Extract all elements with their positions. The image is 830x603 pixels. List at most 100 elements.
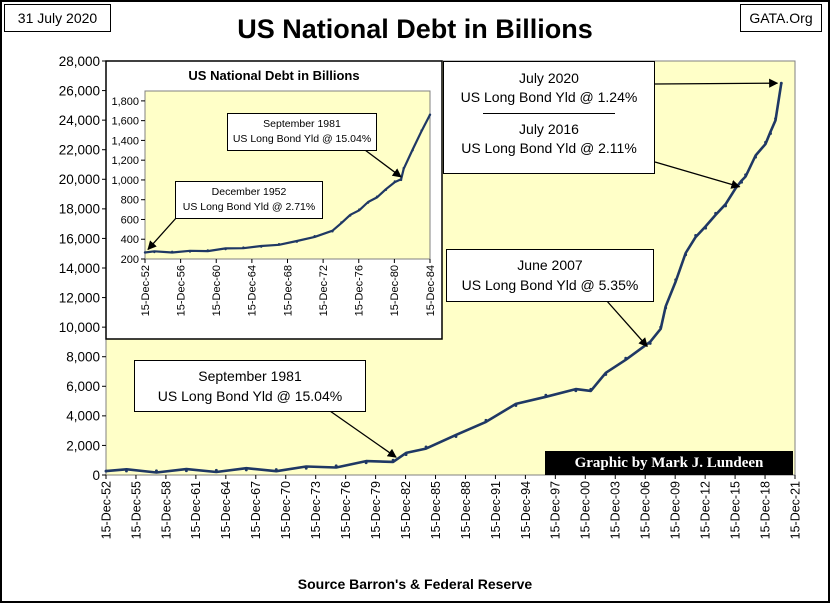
inset-x-ticks: 15-Dec-52 15-Dec-56 15-Dec-60 15-Dec-64 15-D…	[140, 259, 437, 316]
inset-y-tick-label: 1,600	[111, 116, 139, 128]
inset-y-tick-label: 1,400	[111, 135, 139, 147]
main-x-tick-label: 15-Dec-97	[549, 481, 563, 539]
main-x-tick-label: 15-Dec-70	[279, 481, 293, 539]
inset-x-tick-label: 15-Dec-84	[425, 265, 437, 316]
main-debt-point	[684, 253, 688, 257]
main-debt-point	[404, 453, 408, 457]
inset-x-tick-label: 15-Dec-68	[282, 265, 294, 316]
inset-debt-point	[277, 242, 281, 246]
inset-debt-point	[357, 208, 361, 211]
annotation-sept-1981-main: September 1981 US Long Bond Yld @ 15.04%	[134, 360, 366, 412]
main-y-tick-label: 4,000	[66, 409, 100, 424]
inset-y-tick-label: 1,800	[111, 96, 139, 108]
inset-x-tick-label: 15-Dec-52	[140, 265, 152, 316]
inset-debt-point	[143, 251, 147, 254]
main-debt-point	[769, 132, 772, 135]
main-debt-point	[659, 325, 663, 329]
inset-arrow-dec-1952	[147, 216, 178, 251]
main-debt-point	[744, 173, 748, 177]
chart-title: US National Debt in Billions	[237, 14, 593, 44]
inset-debt-point	[331, 230, 334, 233]
main-debt-point	[774, 117, 777, 121]
main-x-tick-label: 15-Dec-06	[639, 481, 653, 539]
main-x-tick-label: 15-Dec-94	[519, 481, 533, 539]
main-debt-point	[764, 140, 767, 144]
arrow-july-2016	[654, 161, 741, 189]
main-y-tick-label: 28,000	[59, 54, 100, 69]
arrow-sept-1981	[329, 410, 397, 458]
main-x-tick-label: 15-Dec-55	[129, 481, 143, 539]
main-x-tick-label: 15-Dec-21	[788, 481, 802, 539]
inset-debt-point	[206, 249, 209, 252]
main-debt-point	[779, 81, 783, 85]
inset-debt-point	[295, 240, 299, 243]
main-x-tick-label: 15-Dec-67	[249, 481, 263, 539]
inset-debt-point	[242, 246, 245, 249]
inset-y-tick-label: 1,000	[111, 175, 139, 187]
inset-debt-point	[170, 250, 174, 253]
inset-y-tick-label: 400	[121, 234, 139, 246]
main-debt-point	[304, 466, 308, 470]
inset-debt-point	[375, 195, 379, 198]
annotation-1981-line-2: US Long Bond Yld @ 15.04%	[157, 388, 343, 404]
annotation-2020-line-1: July 2020	[519, 70, 579, 86]
annotation-july-2020-2016: July 2020 US Long Bond Yld @ 1.24% July …	[443, 61, 655, 174]
inset-x-tick-label: 15-Dec-76	[354, 265, 366, 316]
inset-annotation-1981-line-2: US Long Bond Yld @ 15.04%	[232, 133, 372, 145]
inset-chart-title: US National Debt in Billions	[188, 68, 359, 83]
main-y-tick-label: 18,000	[59, 202, 100, 217]
main-debt-point	[184, 469, 188, 473]
main-debt-point	[484, 418, 488, 422]
inset-y-tick-label: 1,200	[111, 155, 139, 167]
main-debt-point	[104, 469, 108, 473]
main-x-tick-label: 15-Dec-79	[369, 481, 383, 539]
main-y-tick-label: 12,000	[59, 290, 100, 305]
inset-series	[143, 113, 432, 254]
main-y-tick-label: 26,000	[59, 83, 100, 98]
annotation-divider	[483, 113, 615, 114]
main-debt-point	[391, 458, 395, 462]
main-y-tick-label: 6,000	[66, 379, 100, 394]
main-debt-point	[694, 234, 698, 237]
inset-x-tick-label: 15-Dec-60	[211, 265, 223, 316]
arrow-june-2007	[605, 299, 648, 348]
inset-annotation-dec-1952: December 1952 US Long Bond Yld @ 2.71%	[175, 181, 323, 219]
inset-y-tick-label: 600	[121, 214, 139, 226]
inset-y-tick-label: 800	[121, 195, 139, 207]
site-label: GATA.Org	[749, 10, 813, 26]
main-debt-point	[544, 393, 548, 397]
inset-arrow-sept-1981	[364, 149, 402, 178]
inset-debt-line	[144, 114, 431, 254]
annotation-2007-line-2: US Long Bond Yld @ 5.35%	[461, 277, 639, 293]
main-y-tick-label: 10,000	[59, 320, 100, 335]
main-x-tick-label: 15-Dec-15	[728, 481, 742, 539]
main-x-tick-label: 15-Dec-52	[99, 481, 113, 539]
main-x-tick-label: 15-Dec-85	[429, 481, 443, 539]
main-debt-point	[648, 341, 652, 345]
annotation-1981-line-1: September 1981	[198, 368, 302, 384]
main-x-tick-label: 15-Dec-73	[309, 481, 323, 539]
inset-annotation-sept-1981: September 1981 US Long Bond Yld @ 15.04%	[227, 113, 377, 151]
main-debt-point	[514, 404, 518, 407]
main-x-tick-label: 15-Dec-00	[579, 481, 593, 539]
main-arrows	[329, 78, 779, 458]
main-debt-point	[154, 469, 158, 473]
main-y-tick-label: 14,000	[59, 261, 100, 276]
main-x-tick-label: 15-Dec-76	[339, 481, 353, 539]
main-debt-point	[754, 155, 757, 159]
main-y-tick-label: 2,000	[66, 438, 100, 453]
inset-debt-point	[349, 214, 352, 217]
inset-x-tick-label: 15-Dec-56	[175, 265, 187, 316]
date-label: 31 July 2020	[17, 10, 98, 26]
inset-y-ticks: 200 400 600 800 1,000 1,200 1,400 1,600 1,800	[111, 96, 145, 266]
main-debt-point	[724, 204, 728, 208]
annotation-june-2007: June 2007 US Long Bond Yld @ 5.35%	[446, 249, 654, 302]
main-y-tick-label: 24,000	[59, 113, 100, 128]
inset-debt-point	[313, 235, 316, 238]
main-debt-point	[244, 468, 248, 472]
main-x-tick-label: 15-Dec-82	[399, 481, 413, 539]
main-debt-point	[364, 461, 368, 465]
main-x-tick-label: 15-Dec-88	[459, 481, 473, 539]
inset-y-tick-label: 200	[121, 254, 139, 266]
